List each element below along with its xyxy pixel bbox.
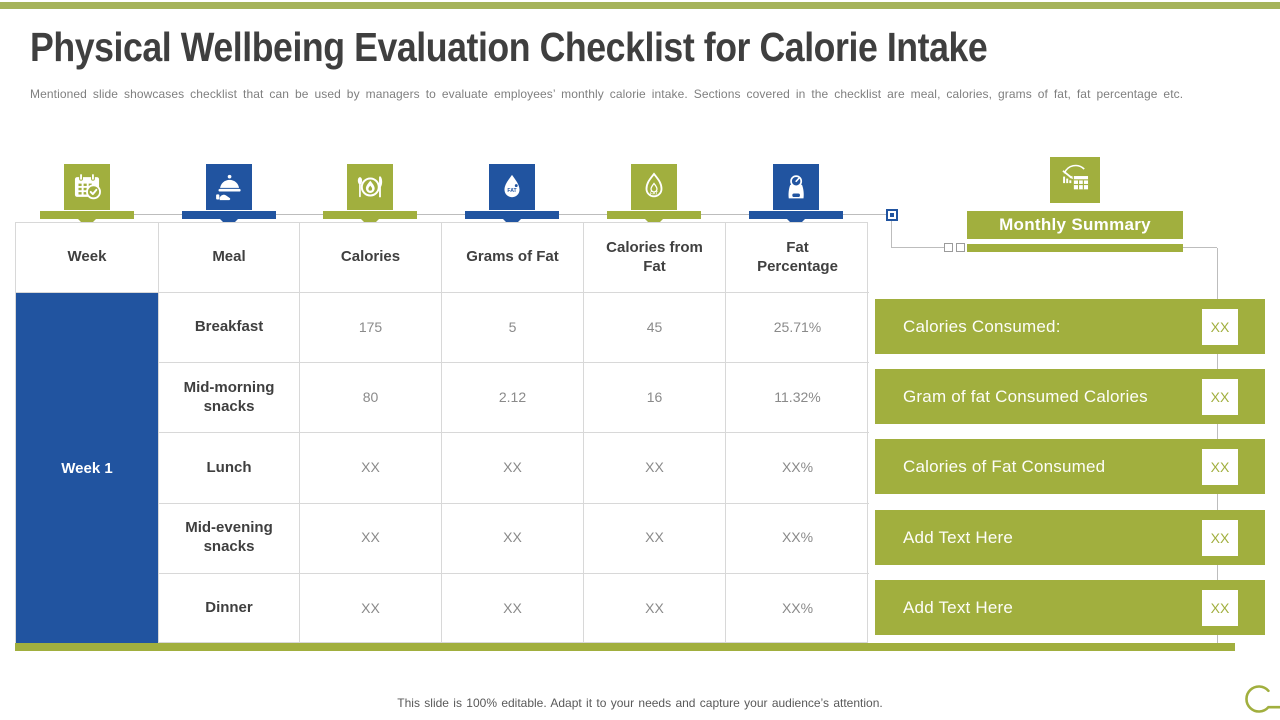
meal-cell: Mid-evening snacks <box>159 503 300 574</box>
summary-value-box[interactable]: XX <box>1202 519 1238 556</box>
summary-value-box[interactable]: XX <box>1202 308 1238 345</box>
cloche-hand-icon <box>206 164 252 210</box>
column-marker-bar <box>40 211 134 219</box>
summary-label: Calories of Fat Consumed <box>903 456 1106 476</box>
top-accent-bar <box>0 2 1280 9</box>
column-header: Fat Percentage <box>726 223 869 293</box>
column-header: Meal <box>159 223 300 293</box>
page-title: Physical Wellbeing Evaluation Checklist … <box>30 24 988 70</box>
plate-flame-icon <box>347 164 393 210</box>
connector-line-horizontal <box>40 214 888 215</box>
column-marker-bar <box>607 211 701 219</box>
week-cell: Week 1 <box>16 293 159 644</box>
column-marker-bar <box>323 211 417 219</box>
grams-of-fat-cell: 5 <box>442 293 584 364</box>
calories-cell[interactable]: XX <box>300 433 442 504</box>
summary-value-box[interactable]: XX <box>1202 589 1238 626</box>
meal-cell: Breakfast <box>159 293 300 364</box>
connector-handle-square <box>886 209 898 221</box>
calories-cell: 80 <box>300 363 442 434</box>
grams-of-fat-cell: 2.12 <box>442 363 584 434</box>
meal-cell: Dinner <box>159 573 300 644</box>
grams-of-fat-cell[interactable]: XX <box>442 433 584 504</box>
fat-flame-icon: FAT <box>631 164 677 210</box>
monthly-summary-rule <box>967 244 1183 252</box>
summary-label: Add Text Here <box>903 597 1014 617</box>
summary-bar[interactable]: Add Text Here XX <box>875 510 1265 565</box>
column-marker-bar <box>465 211 559 219</box>
fat-percentage-cell: 25.71% <box>726 293 869 364</box>
summary-value-box[interactable]: XX <box>1202 378 1238 415</box>
body-fat-scale-icon <box>773 164 819 210</box>
column-header: Grams of Fat <box>442 223 584 293</box>
calories-cell[interactable]: XX <box>300 573 442 644</box>
summary-value-box[interactable]: XX <box>1202 448 1238 485</box>
column-header: Calories from Fat <box>584 223 726 293</box>
calories-from-fat-cell: 16 <box>584 363 726 434</box>
summary-label: Gram of fat Consumed Calories <box>903 386 1148 406</box>
summary-bar[interactable]: Calories of Fat Consumed XX <box>875 439 1265 494</box>
calories-from-fat-cell: 45 <box>584 293 726 364</box>
bottom-accent-bar <box>15 643 1235 651</box>
fat-percentage-cell: 11.32% <box>726 363 869 434</box>
grams-of-fat-cell[interactable]: XX <box>442 503 584 574</box>
fat-percentage-cell[interactable]: XX% <box>726 504 869 574</box>
grams-of-fat-cell[interactable]: XX <box>442 573 584 644</box>
calories-from-fat-cell[interactable]: XX <box>584 503 726 574</box>
column-header: Calories <box>300 223 442 293</box>
calories-cell[interactable]: XX <box>300 503 442 574</box>
fat-percentage-cell[interactable]: XX% <box>726 433 869 504</box>
monthly-summary-header: Monthly Summary <box>967 211 1183 239</box>
calories-from-fat-cell[interactable]: XX <box>584 433 726 504</box>
calendar-check-icon <box>64 164 110 210</box>
fat-label: FAT <box>507 188 517 194</box>
summary-label: Add Text Here <box>903 527 1014 547</box>
column-header: Week <box>16 223 159 293</box>
summary-bar[interactable]: Add Text Here XX <box>875 580 1265 635</box>
summary-bar[interactable]: Calories Consumed: XX <box>875 299 1265 354</box>
page-subtitle: Mentioned slide showcases checklist that… <box>30 87 1184 101</box>
footer-note: This slide is 100% editable. Adapt it to… <box>397 696 883 710</box>
logo-arc <box>1245 685 1280 713</box>
connector-node-square <box>956 243 965 252</box>
connector-line-horizontal <box>1183 247 1217 248</box>
connector-line-horizontal <box>891 247 945 248</box>
calories-from-fat-cell[interactable]: XX <box>584 573 726 644</box>
fat-percentage-cell[interactable]: XX% <box>781 600 814 617</box>
summary-label: Calories Consumed: <box>903 316 1061 336</box>
summary-bar[interactable]: Gram of fat Consumed Calories XX <box>875 369 1265 424</box>
column-marker-bar <box>749 211 843 219</box>
fat-drop-icon: FAT <box>489 164 535 210</box>
column-marker-bar <box>182 211 276 219</box>
calorie-checklist-table: Week Meal Calories Grams of Fat Calories… <box>15 222 869 644</box>
fat-label: FAT <box>650 191 658 196</box>
chart-calendar-icon <box>1050 157 1100 203</box>
meal-cell: Lunch <box>159 433 300 504</box>
calories-cell: 175 <box>300 293 442 364</box>
connector-node-square <box>944 243 953 252</box>
connector-line-vertical <box>891 216 892 248</box>
meal-cell: Mid-morning snacks <box>159 363 300 434</box>
